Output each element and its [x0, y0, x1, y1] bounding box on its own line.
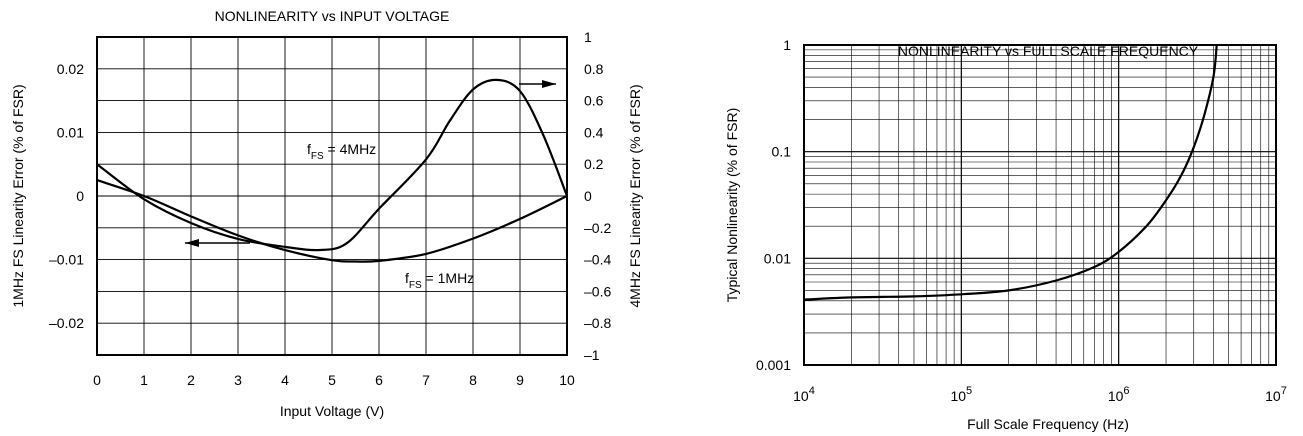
y-left-tick-label: 0.01: [57, 124, 84, 140]
tick-exponent: 6: [1123, 385, 1129, 397]
y-right-axis-label: 4MHz FS Linearity Error (% of FSR): [627, 84, 643, 307]
series-4mhz-line: [96, 78, 569, 252]
y-tick-label: 1: [783, 37, 791, 53]
x-tick-label: 8: [469, 372, 477, 388]
label-main: f: [307, 141, 311, 157]
y-right-tick-label: 0.4: [584, 124, 604, 140]
x-tick-label: 6: [375, 372, 383, 388]
y-left-tick-label: –0.01: [49, 252, 84, 268]
arrow-right-head: [542, 80, 556, 88]
label-4mhz: fFS = 4MHz: [307, 141, 376, 162]
label-subscript: FS: [409, 280, 422, 291]
x-axis-label: Input Voltage (V): [280, 403, 384, 419]
x-tick-label: 104: [793, 385, 815, 404]
chart-nonlinearity-vs-input-voltage: NONLINEARITY vs INPUT VOLTAGE 0 1 2 3 4 5 6 7 8 9 1…: [10, 8, 643, 419]
y-right-tick-label: 0.6: [584, 93, 604, 109]
y-right-tick-label: –0.6: [584, 283, 611, 299]
chart-nonlinearity-vs-frequency: NONLINEARITY vs FULL SCALE FREQUENCY 1 0.1…: [724, 37, 1287, 432]
y-left-tick-label: –0.02: [49, 315, 84, 331]
tick-base: 10: [950, 388, 966, 404]
y-left-axis-label: 1MHz FS Linearity Error (% of FSR): [10, 84, 26, 307]
tick-exponent: 5: [966, 385, 972, 397]
x-tick-label: 0: [93, 372, 101, 388]
x-tick-label: 7: [422, 372, 430, 388]
label-subscript: FS: [311, 151, 324, 162]
label-rest: = 1MHz: [422, 270, 475, 286]
y-right-tick-label: 0.8: [584, 61, 604, 77]
chart-title: NONLINEARITY vs INPUT VOLTAGE: [215, 8, 450, 24]
x-tick-label: 10: [559, 372, 575, 388]
chart-title: NONLINEARITY vs FULL SCALE FREQUENCY: [898, 43, 1199, 59]
x-tick-label: 3: [234, 372, 242, 388]
y-right-tick-label: –0.8: [584, 315, 611, 331]
tick-base: 10: [1108, 388, 1124, 404]
label-main: f: [405, 270, 409, 286]
series-1mhz-line: [96, 179, 568, 263]
tick-exponent: 7: [1281, 385, 1287, 397]
tick-base: 10: [793, 388, 809, 404]
y-tick-label: 0.01: [764, 250, 791, 266]
x-tick-label: 5: [328, 372, 336, 388]
y-right-tick-label: 0.2: [584, 156, 604, 172]
x-tick-label: 4: [281, 372, 289, 388]
label-rest: = 4MHz: [324, 141, 377, 157]
y-right-tick-label: –1: [584, 347, 600, 363]
x-tick-label: 1: [140, 372, 148, 388]
y-right-tick-label: 1: [584, 29, 592, 45]
x-tick-label: 9: [516, 372, 524, 388]
y-right-tick-label: –0.4: [584, 252, 611, 268]
tick-base: 10: [1265, 388, 1281, 404]
plot-frame: [803, 44, 1277, 366]
y-axis-label: Typical Nonlinearity (% of FSR): [724, 108, 740, 303]
x-tick-label: 106: [1108, 385, 1130, 404]
y-right-tick-label: 0: [584, 188, 592, 204]
y-left-tick-label: 0.02: [57, 61, 84, 77]
y-tick-label: 0.1: [772, 144, 792, 160]
x-tick-label: 2: [187, 372, 195, 388]
series-nonlinearity-line: [803, 44, 1218, 301]
y-left-tick-label: 0: [76, 188, 84, 204]
x-tick-label: 107: [1265, 385, 1287, 404]
y-tick-label: 0.001: [756, 357, 791, 373]
tick-exponent: 4: [809, 385, 815, 397]
label-1mhz: fFS = 1MHz: [405, 270, 474, 291]
x-tick-label: 105: [950, 385, 972, 404]
y-right-tick-label: –0.2: [584, 220, 611, 236]
arrow-left-head: [185, 239, 199, 247]
x-axis-label: Full Scale Frequency (Hz): [967, 416, 1129, 432]
